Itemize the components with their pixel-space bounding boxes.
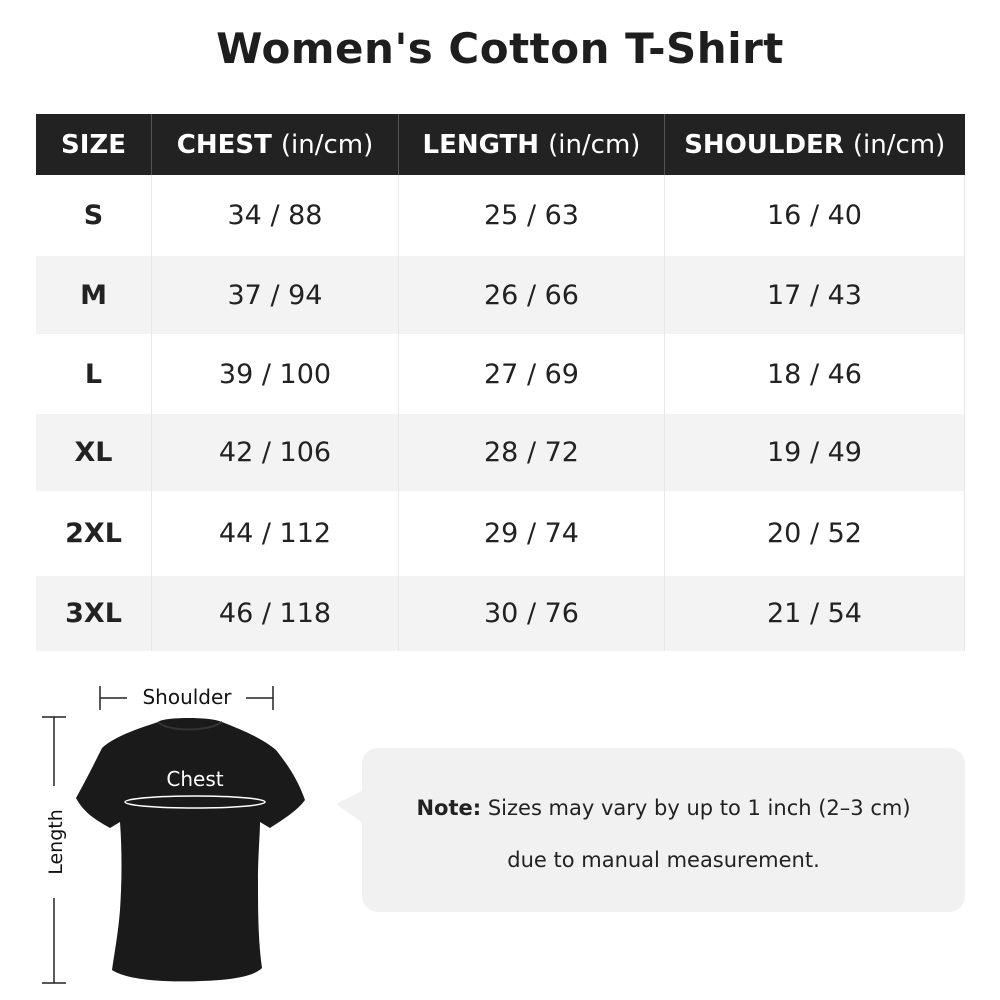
length-measure-line: [42, 716, 66, 984]
page-title: Women's Cotton T-Shirt: [216, 24, 784, 73]
chest-cell: 37 / 94: [151, 256, 399, 334]
length-cell: 27 / 69: [398, 334, 665, 414]
shoulder-cell: 20 / 52: [664, 491, 965, 576]
size-cell: 2XL: [36, 491, 152, 576]
table-row: L 39 / 100 27 / 69 18 / 46: [36, 334, 965, 414]
size-cell: XL: [36, 414, 152, 491]
size-cell: S: [36, 175, 152, 256]
shoulder-cell: 18 / 46: [664, 334, 965, 414]
shoulder-cell: 21 / 54: [664, 576, 965, 651]
header-length: LENGTH (in/cm): [398, 114, 665, 175]
length-label: Length: [45, 809, 67, 875]
size-cell: 3XL: [36, 576, 152, 651]
tshirt-measurement-diagram: Shoulder Length Chest: [42, 685, 305, 984]
shoulder-cell: 17 / 43: [664, 256, 965, 334]
length-cell: 26 / 66: [398, 256, 665, 334]
table-row: XL 42 / 106 28 / 72 19 / 49: [36, 414, 965, 491]
table-header-row: SIZE CHEST (in/cm) LENGTH (in/cm) SHOULD…: [36, 114, 965, 175]
chest-cell: 34 / 88: [151, 175, 399, 256]
shoulder-measure-line: [99, 686, 274, 710]
chest-measure-arrow-icon: [124, 795, 266, 809]
note-box: Note: Sizes may vary by up to 1 inch (2–…: [362, 748, 965, 912]
shoulder-label: Shoulder: [142, 685, 232, 709]
shoulder-cell: 19 / 49: [664, 414, 965, 491]
length-cell: 29 / 74: [398, 491, 665, 576]
header-shoulder: SHOULDER (in/cm): [664, 114, 965, 175]
chest-label: Chest: [166, 767, 223, 791]
tshirt-icon: [76, 718, 305, 982]
length-cell: 30 / 76: [398, 576, 665, 651]
chest-cell: 44 / 112: [151, 491, 399, 576]
header-size: SIZE: [36, 114, 152, 175]
length-cell: 28 / 72: [398, 414, 665, 491]
length-cell: 25 / 63: [398, 175, 665, 256]
note-line-2: due to manual measurement.: [507, 848, 820, 872]
note-bubble-tail: [336, 790, 364, 824]
header-chest: CHEST (in/cm): [151, 114, 399, 175]
table-row: M 37 / 94 26 / 66 17 / 43: [36, 256, 965, 334]
chest-cell: 39 / 100: [151, 334, 399, 414]
size-cell: L: [36, 334, 152, 414]
size-cell: M: [36, 256, 152, 334]
table-row: 2XL 44 / 112 29 / 74 20 / 52: [36, 491, 965, 576]
chest-cell: 46 / 118: [151, 576, 399, 651]
chest-cell: 42 / 106: [151, 414, 399, 491]
size-table: SIZE CHEST (in/cm) LENGTH (in/cm) SHOULD…: [36, 114, 965, 651]
shoulder-cell: 16 / 40: [664, 175, 965, 256]
table-row: S 34 / 88 25 / 63 16 / 40: [36, 175, 965, 256]
note-line-1: Note: Sizes may vary by up to 1 inch (2–…: [416, 796, 911, 820]
table-row: 3XL 46 / 118 30 / 76 21 / 54: [36, 576, 965, 651]
